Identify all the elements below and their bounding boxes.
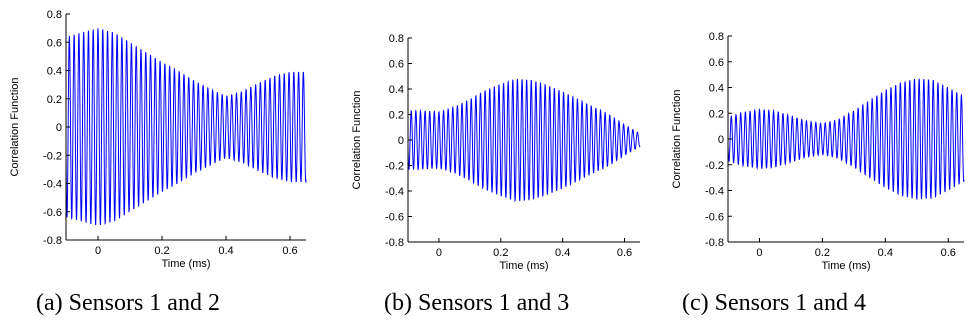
- x-tick-label: 0.4: [555, 247, 570, 259]
- correlation-chart-b: -0.8 -0.6 -0.4 -0.2 0 0.2 0.4 0.6 0.8 0 0.2 0.4 0.6 T…: [351, 33, 641, 272]
- y-tick-label: 0: [398, 135, 404, 147]
- x-tick-label: 0.4: [218, 245, 233, 257]
- y-tick-label: -0.8: [705, 237, 724, 249]
- y-tick-label: 0.6: [389, 59, 404, 71]
- y-tick-label: -0.6: [385, 212, 404, 224]
- y-axis-title: Correlation Function: [351, 90, 363, 189]
- y-tick-label: 0: [56, 122, 62, 134]
- y-tick-label: 0.4: [709, 83, 724, 95]
- x-tick-label: 0.6: [941, 247, 956, 259]
- y-tick-label: 0.8: [389, 33, 404, 45]
- y-axis-title: Correlation Function: [9, 77, 21, 176]
- x-tick-label: 0.2: [493, 247, 508, 259]
- x-tick-label: 0.2: [815, 247, 830, 259]
- y-tick-label: -0.2: [43, 150, 62, 162]
- y-tick-label: 0.2: [47, 94, 62, 106]
- y-tick-label: 0.4: [389, 84, 404, 96]
- x-tick-label: 0.6: [617, 247, 632, 259]
- y-tick-label: -0.2: [385, 161, 404, 173]
- y-tick-label: 0.6: [47, 37, 62, 49]
- x-tick-label: 0.4: [878, 247, 893, 259]
- x-tick-label: 0.6: [282, 245, 297, 257]
- correlation-chart-a: -0.8 -0.6 -0.4 -0.2 0 0.2 0.4 0.6 0.8 0 0.2 0.4 0.6 T…: [9, 9, 307, 270]
- y-axis-title: Correlation Function: [671, 89, 683, 188]
- y-tick-label: -0.8: [385, 237, 404, 249]
- chart-panel-c: -0.8 -0.6 -0.4 -0.2 0 0.2 0.4 0.6 0.8 0 0.2 0.4 0.6 T…: [644, 0, 971, 327]
- x-tick-label: 0.2: [154, 245, 169, 257]
- y-tick-label: 0.8: [709, 31, 724, 43]
- y-tick-label: -0.2: [705, 160, 724, 172]
- correlation-line-a: [65, 28, 307, 226]
- chart-panel-b: -0.8 -0.6 -0.4 -0.2 0 0.2 0.4 0.6 0.8 0 0.2 0.4 0.6 T…: [322, 0, 642, 327]
- correlation-line-c: [727, 78, 965, 200]
- x-tick-label: 0: [756, 247, 762, 259]
- y-tick-label: -0.4: [385, 186, 404, 198]
- y-tick-label: -0.6: [705, 211, 724, 223]
- correlation-line-b: [407, 78, 641, 203]
- x-axis-title: Time (ms): [821, 260, 870, 272]
- y-tick-label: 0.4: [47, 66, 62, 78]
- y-tick-label: 0.2: [709, 108, 724, 120]
- x-tick-label: 0: [436, 247, 442, 259]
- x-axis-title: Time (ms): [499, 260, 548, 272]
- y-tick-label: 0.6: [709, 57, 724, 69]
- x-tick-label: 0: [95, 245, 101, 257]
- y-tick-label: 0: [718, 134, 724, 146]
- caption-b: (b) Sensors 1 and 3: [384, 290, 570, 316]
- y-tick-label: -0.4: [43, 179, 62, 191]
- correlation-chart-c: -0.8 -0.6 -0.4 -0.2 0 0.2 0.4 0.6 0.8 0 0.2 0.4 0.6 T…: [671, 31, 965, 272]
- y-tick-label: 0.2: [389, 110, 404, 122]
- chart-panel-a: -0.8 -0.6 -0.4 -0.2 0 0.2 0.4 0.6 0.8 0 0.2 0.4 0.6 T…: [0, 0, 320, 327]
- caption-a: (a) Sensors 1 and 2: [36, 290, 220, 316]
- caption-c: (c) Sensors 1 and 4: [682, 290, 866, 316]
- y-tick-label: -0.4: [705, 186, 724, 198]
- y-tick-label: -0.8: [43, 235, 62, 247]
- y-tick-label: 0.8: [47, 9, 62, 21]
- y-tick-label: -0.6: [43, 207, 62, 219]
- x-axis-title: Time (ms): [161, 258, 210, 270]
